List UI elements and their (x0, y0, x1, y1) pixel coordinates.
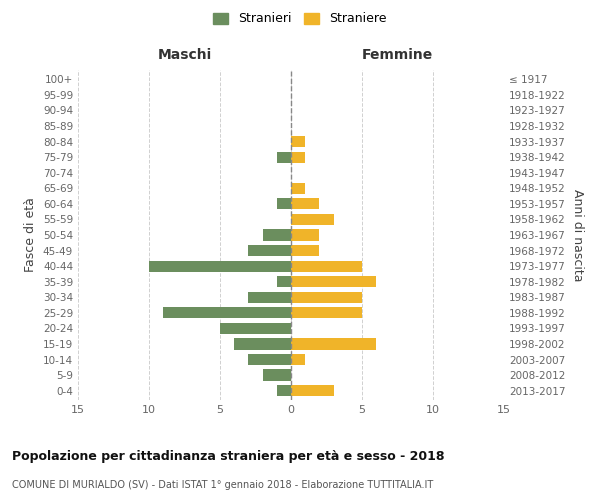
Bar (291, 152, 305, 163)
Bar (248, 354, 291, 365)
Bar (291, 354, 305, 365)
Bar (291, 307, 362, 318)
Y-axis label: Anni di nascita: Anni di nascita (571, 188, 584, 281)
Bar (220, 323, 291, 334)
Bar (263, 230, 291, 240)
Bar (263, 370, 291, 380)
Legend: Stranieri, Straniere: Stranieri, Straniere (209, 8, 391, 29)
Bar (291, 276, 376, 287)
Text: Popolazione per cittadinanza straniera per età e sesso - 2018: Popolazione per cittadinanza straniera p… (12, 450, 445, 463)
Y-axis label: Fasce di età: Fasce di età (25, 198, 37, 272)
Bar (248, 245, 291, 256)
Bar (291, 230, 319, 240)
Bar (248, 292, 291, 303)
Bar (277, 276, 291, 287)
Text: Maschi: Maschi (157, 48, 212, 62)
Bar (291, 338, 376, 349)
Bar (291, 136, 305, 147)
Bar (277, 198, 291, 209)
Bar (291, 260, 362, 272)
Bar (291, 245, 319, 256)
Bar (277, 385, 291, 396)
Bar (163, 307, 291, 318)
Bar (234, 338, 291, 349)
Bar (291, 214, 334, 225)
Bar (277, 152, 291, 163)
Text: Femmine: Femmine (362, 48, 433, 62)
Bar (291, 198, 319, 209)
Bar (291, 385, 334, 396)
Text: COMUNE DI MURIALDO (SV) - Dati ISTAT 1° gennaio 2018 - Elaborazione TUTTITALIA.I: COMUNE DI MURIALDO (SV) - Dati ISTAT 1° … (12, 480, 433, 490)
Bar (149, 260, 291, 272)
Bar (291, 292, 362, 303)
Bar (291, 182, 305, 194)
